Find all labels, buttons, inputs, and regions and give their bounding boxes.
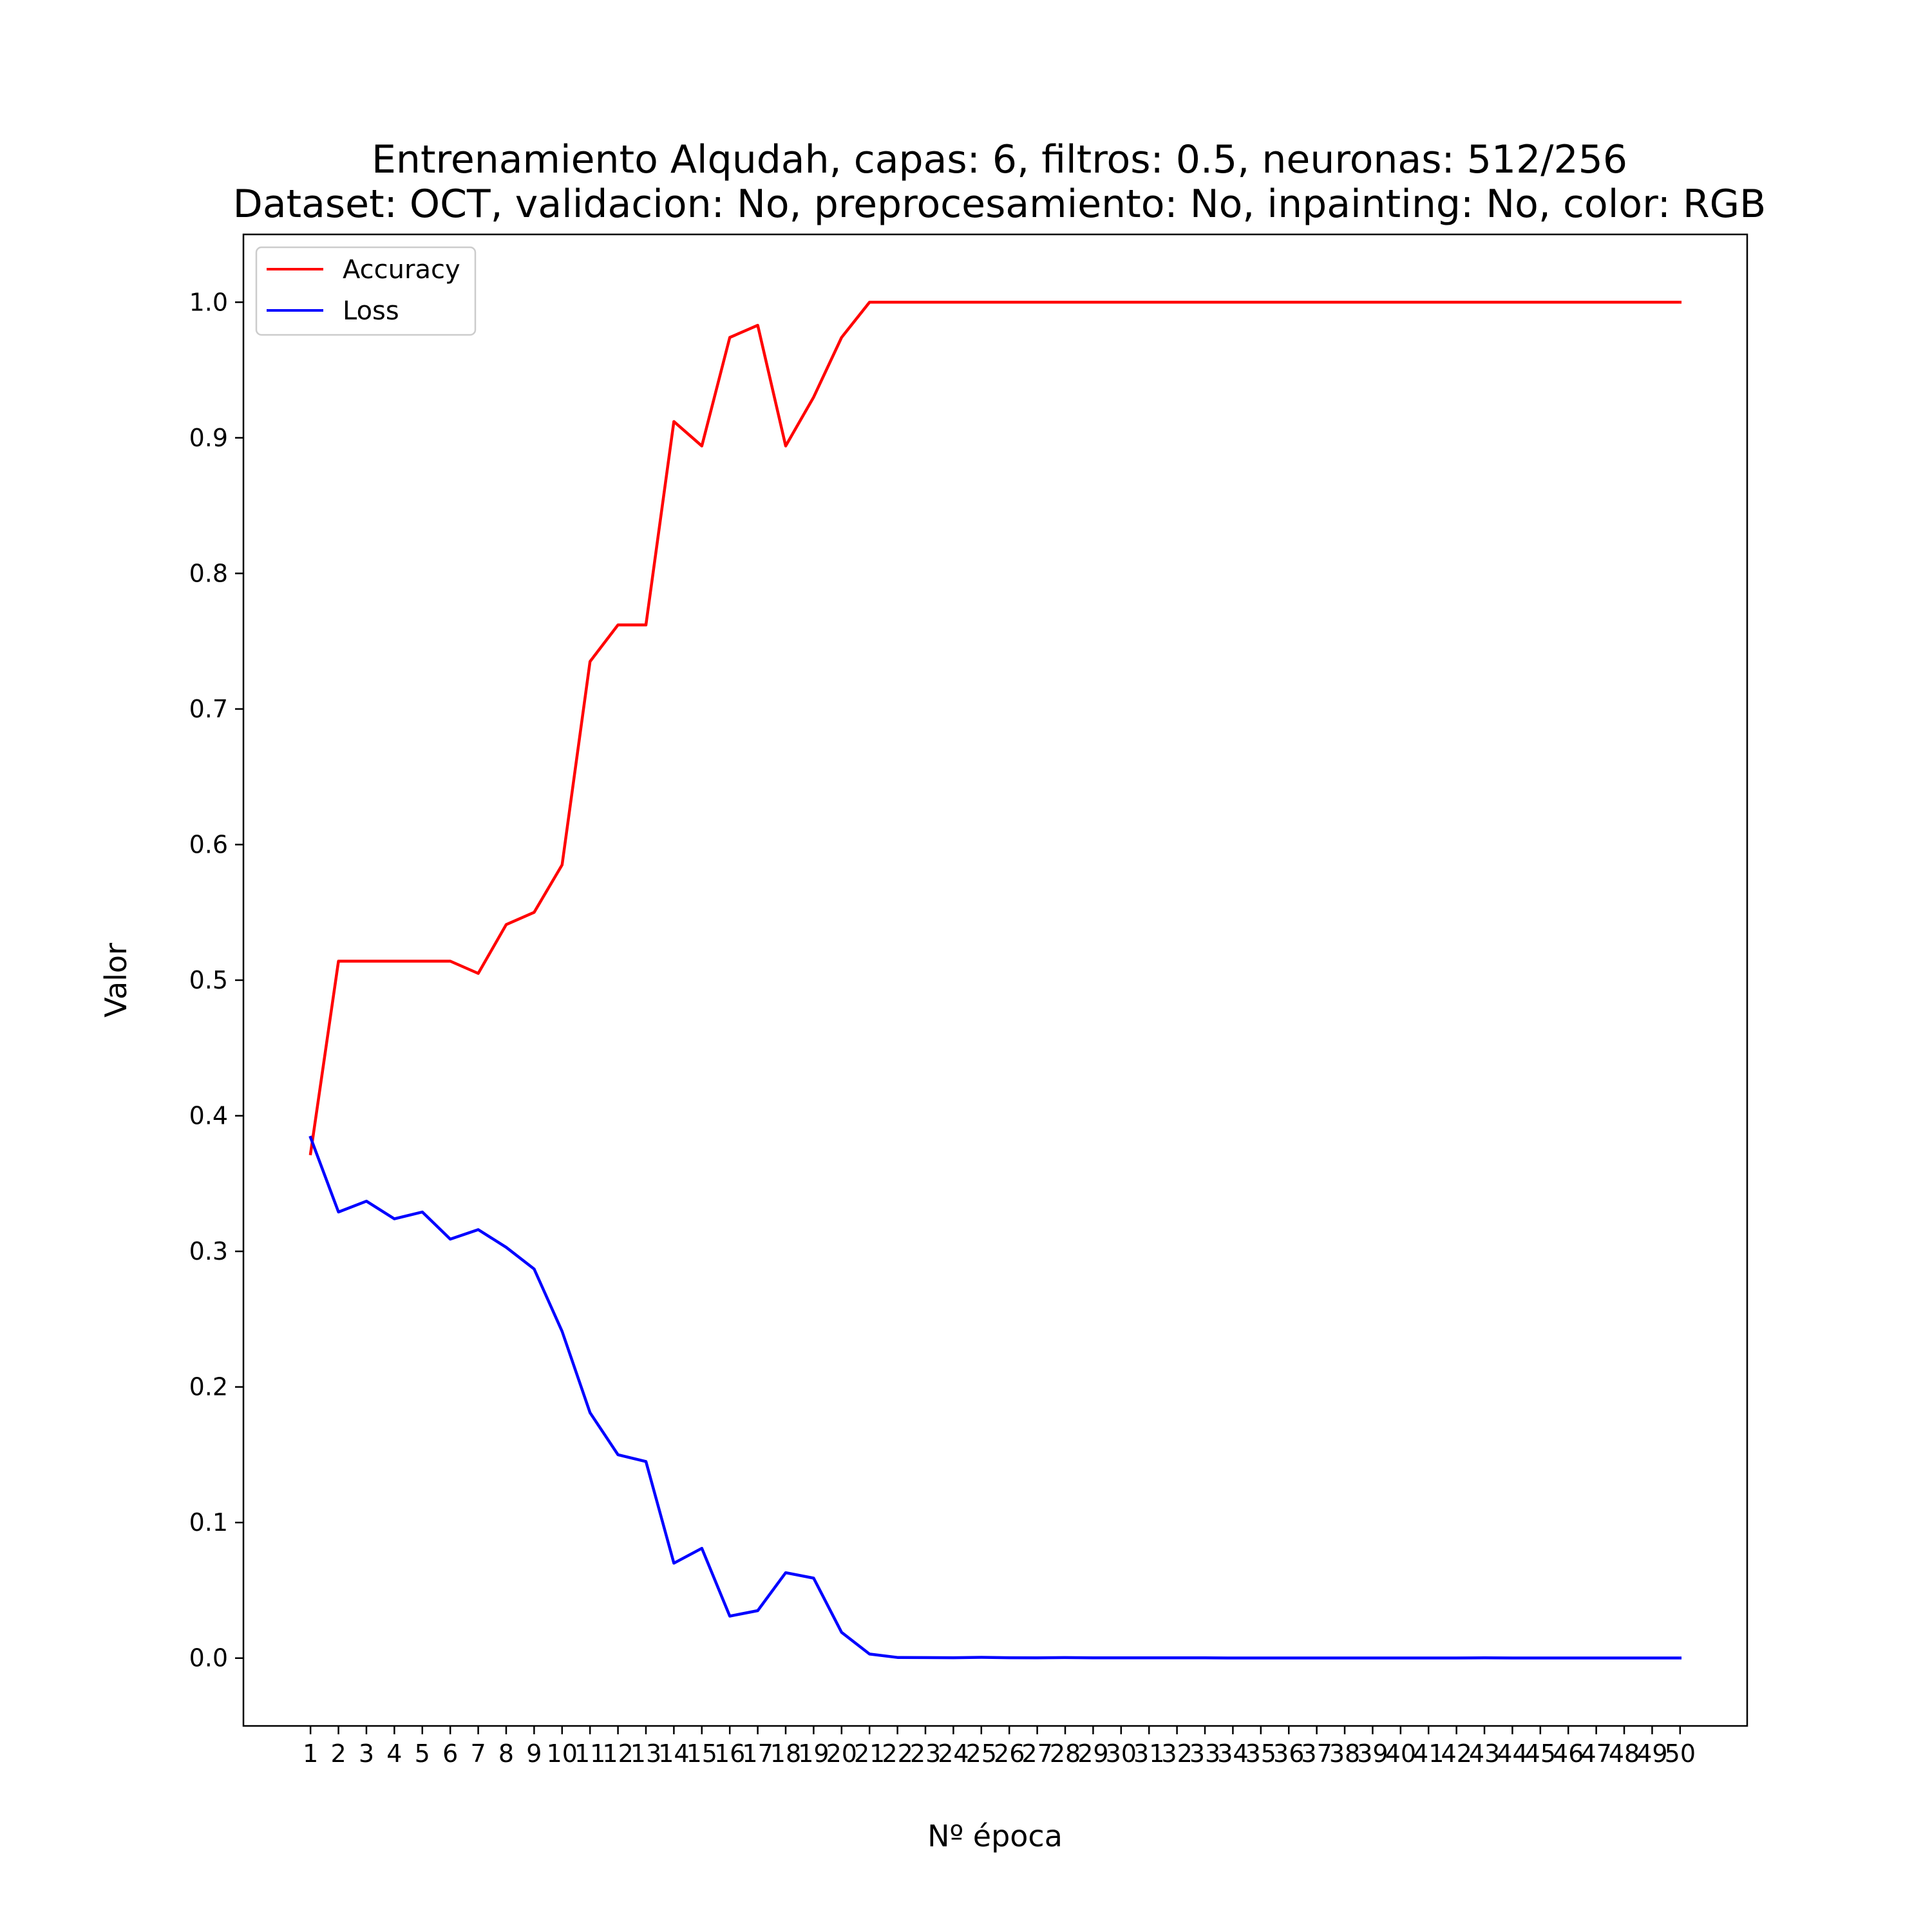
y-tick-label: 1.0: [189, 288, 228, 316]
x-tick-label: 13: [630, 1739, 661, 1768]
x-tick-label: 6: [442, 1739, 458, 1768]
series-lines: [308, 301, 1682, 1660]
x-tick-label: 14: [658, 1739, 689, 1768]
x-tick-label: 18: [770, 1739, 801, 1768]
chart-subtitle: Dataset: OCT, validacion: No, preprocesa…: [233, 182, 1766, 227]
x-tick-label: 26: [994, 1739, 1025, 1768]
y-tick-label: 0.0: [189, 1644, 228, 1672]
x-tick-label: 19: [798, 1739, 829, 1768]
x-tick-label: 30: [1106, 1739, 1137, 1768]
x-tick-label: 46: [1553, 1739, 1584, 1768]
x-tick-label: 48: [1609, 1739, 1640, 1768]
legend-label-accuracy: Accuracy: [343, 255, 460, 285]
x-tick-label: 33: [1189, 1739, 1220, 1768]
x-tick-label: 29: [1077, 1739, 1108, 1768]
y-tick-label: 0.4: [189, 1102, 228, 1130]
x-tick-label: 24: [938, 1739, 969, 1768]
x-tick-label: 44: [1497, 1739, 1528, 1768]
x-tick-label: 7: [470, 1739, 486, 1768]
x-tick-label: 15: [687, 1739, 717, 1768]
y-axis-label: Valor: [99, 943, 133, 1018]
y-tick-label: 0.8: [189, 559, 228, 587]
x-tick-label: 17: [742, 1739, 773, 1768]
x-axis: 1 2 3 4 5 6 7 8 9 1011121314151617181920212223242…: [303, 1726, 1696, 1768]
x-tick-label: 43: [1469, 1739, 1500, 1768]
y-tick-label: 0.2: [189, 1373, 228, 1401]
y-tick-label: 0.3: [189, 1237, 228, 1265]
y-tick-label: 0.7: [189, 695, 228, 723]
x-tick-label: 1: [303, 1739, 318, 1768]
x-tick-label: 2: [330, 1739, 346, 1768]
x-tick-label: 20: [826, 1739, 857, 1768]
x-tick-label: 34: [1217, 1739, 1248, 1768]
x-tick-label: 23: [910, 1739, 941, 1768]
y-axis: 0.0 0.1 0.2 0.3 0.4 0.5 0.6 0.7 0.8 0.9 1.0: [189, 288, 243, 1672]
series-line-accuracy: [308, 301, 1682, 1156]
x-tick-label: 16: [714, 1739, 745, 1768]
legend: Accuracy Loss: [255, 246, 477, 336]
x-axis-label: Nº época: [927, 1819, 1063, 1853]
x-tick-label: 28: [1050, 1739, 1081, 1768]
x-tick-label: 11: [574, 1739, 605, 1768]
chart-title: Entrenamiento Alqudah, capas: 6, filtros…: [372, 137, 1627, 182]
x-tick-label: 36: [1273, 1739, 1304, 1768]
y-tick-label: 0.6: [189, 830, 228, 858]
x-tick-label: 21: [854, 1739, 885, 1768]
x-tick-label: 40: [1385, 1739, 1416, 1768]
x-tick-label: 27: [1021, 1739, 1052, 1768]
x-tick-label: 3: [359, 1739, 374, 1768]
x-tick-label: 5: [415, 1739, 430, 1768]
x-tick-label: 25: [966, 1739, 997, 1768]
x-tick-label: 22: [882, 1739, 913, 1768]
x-tick-label: 32: [1161, 1739, 1192, 1768]
x-tick-label: 50: [1665, 1739, 1696, 1768]
x-tick-label: 47: [1580, 1739, 1611, 1768]
x-tick-label: 9: [526, 1739, 542, 1768]
x-tick-label: 45: [1525, 1739, 1556, 1768]
x-tick-label: 38: [1329, 1739, 1360, 1768]
series-line-loss: [308, 1135, 1682, 1660]
x-tick-label: 49: [1636, 1739, 1667, 1768]
x-tick-label: 31: [1133, 1739, 1164, 1768]
y-tick-label: 0.9: [189, 424, 228, 452]
x-tick-label: 41: [1413, 1739, 1444, 1768]
x-tick-label: 8: [498, 1739, 514, 1768]
x-tick-label: 4: [386, 1739, 402, 1768]
legend-label-loss: Loss: [343, 296, 399, 326]
x-tick-label: 42: [1441, 1739, 1472, 1768]
x-tick-label: 39: [1357, 1739, 1388, 1768]
y-tick-label: 0.1: [189, 1508, 228, 1537]
y-tick-label: 0.5: [189, 966, 228, 994]
x-tick-label: 37: [1301, 1739, 1332, 1768]
x-tick-label: 12: [602, 1739, 633, 1768]
x-tick-label: 35: [1245, 1739, 1276, 1768]
x-tick-label: 10: [547, 1739, 578, 1768]
